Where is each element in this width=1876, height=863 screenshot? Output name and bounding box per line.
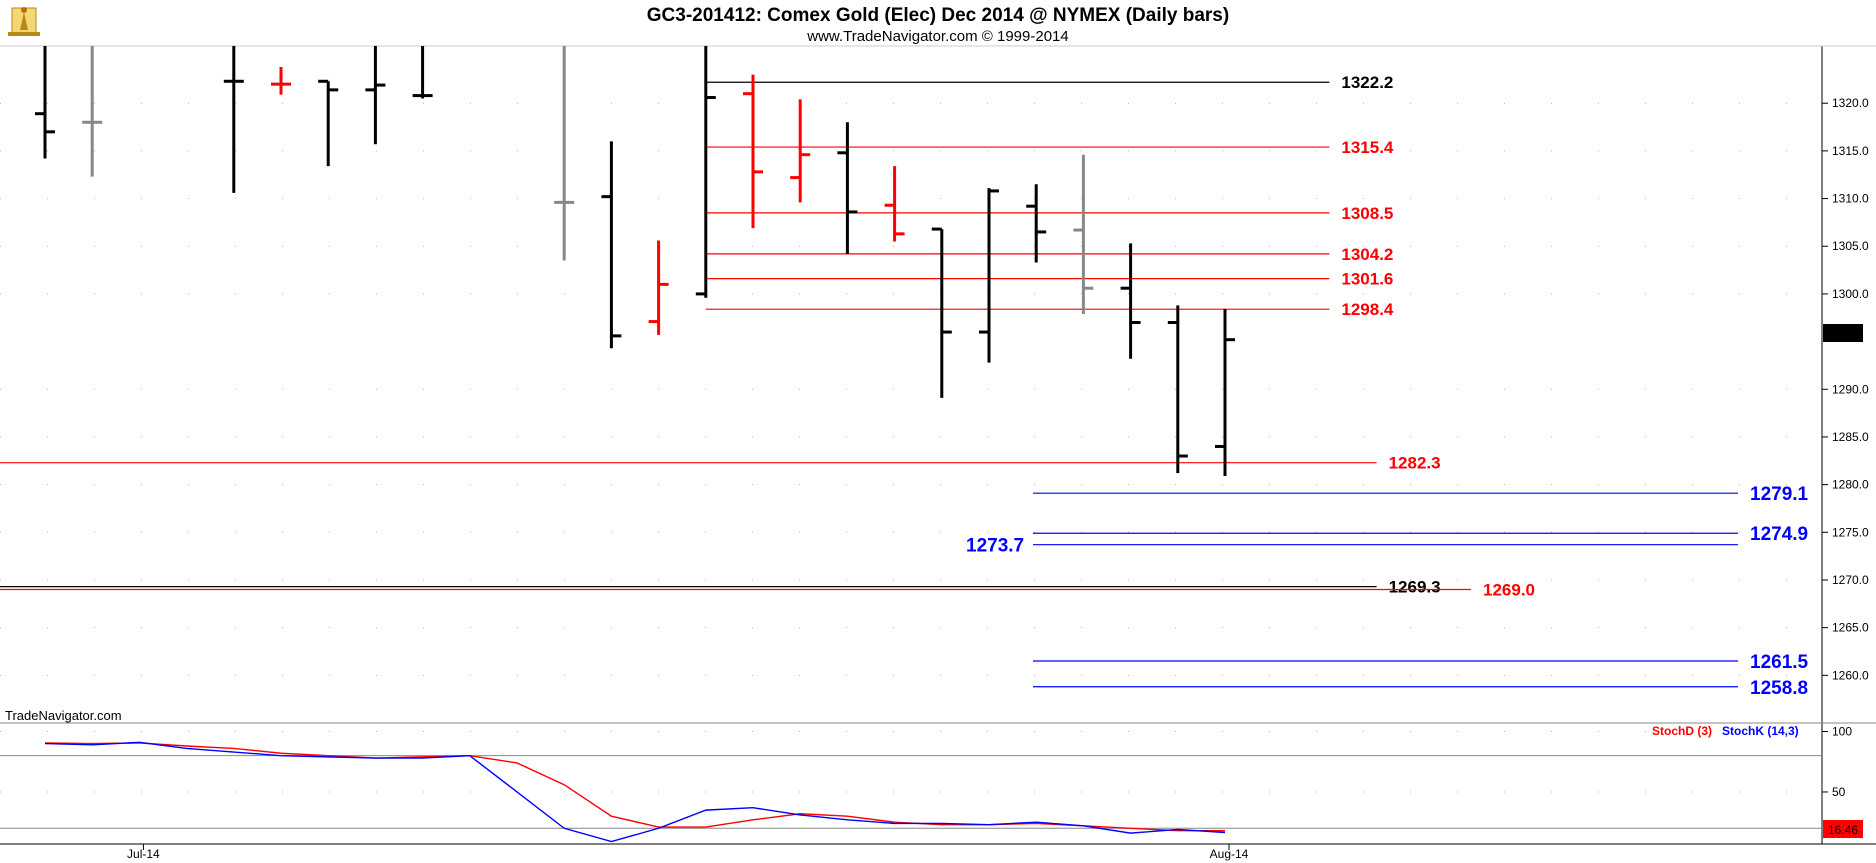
level-label: 1301.6	[1341, 270, 1393, 289]
stoch-tick-label: 100	[1832, 724, 1852, 738]
price-tick-label: 1290.0	[1832, 382, 1869, 396]
target-label: 1279.1	[1750, 484, 1809, 505]
price-tick-label: 1285.0	[1832, 430, 1869, 444]
target-label: 1274.9	[1750, 524, 1808, 545]
last-price-box	[1823, 324, 1863, 342]
stochastic-pane: 100 50	[0, 724, 1852, 843]
ohlc-bar	[1026, 184, 1047, 263]
level-label: 1322.2	[1341, 73, 1393, 92]
ohlc-bar	[271, 66, 291, 95]
ohlc-bar	[365, 46, 386, 145]
price-tick-label: 1275.0	[1832, 525, 1869, 539]
price-tick-label: 1315.0	[1832, 144, 1869, 158]
ohlc-bar	[790, 99, 811, 203]
level-label: 1315.4	[1341, 138, 1394, 157]
ohlc-bar	[1120, 243, 1141, 359]
stoch-series-line	[44, 742, 1225, 832]
time-tick-label: Jul-14	[127, 847, 160, 861]
ohlc-bar	[82, 46, 103, 177]
ohlc-bar	[1073, 154, 1094, 314]
price-tick-label: 1305.0	[1832, 239, 1869, 253]
price-tick-label: 1300.0	[1832, 287, 1869, 301]
chart-title: GC3-201412: Comex Gold (Elec) Dec 2014 @…	[647, 5, 1229, 26]
level-label: 1304.2	[1341, 245, 1393, 264]
ohlc-bar	[979, 188, 999, 363]
price-axis-ticks: 1320.0 1315.0 1310.0 1305.0 1300.0 1290.0 1285…	[1822, 96, 1869, 682]
ohlc-bar	[743, 74, 763, 229]
ohlc-bar	[35, 46, 55, 159]
ohlc-bar	[884, 166, 905, 242]
target-label: 1261.5	[1750, 652, 1809, 673]
chart-subtitle: www.TradeNavigator.com © 1999-2014	[806, 28, 1068, 45]
price-tick-label: 1260.0	[1832, 668, 1869, 682]
legend-stochk: StochK (14,3)	[1722, 724, 1799, 738]
last-stoch-label: 16.46	[1828, 823, 1858, 837]
level-label: 1269.3	[1389, 578, 1441, 597]
ohlc-bar	[601, 141, 622, 349]
ohlc-bars	[35, 46, 1235, 477]
ohlc-bar	[695, 46, 716, 298]
ohlc-bar	[318, 79, 339, 167]
level-label: 1308.5	[1341, 204, 1393, 223]
price-tick-label: 1280.0	[1832, 478, 1869, 492]
ohlc-bar	[837, 122, 858, 254]
stoch-series-line	[44, 741, 1226, 843]
stoch-tick-label: 50	[1832, 785, 1846, 799]
lighthouse-logo-icon	[8, 7, 40, 36]
ohlc-bar	[931, 227, 952, 398]
ohlc-bar	[1167, 305, 1188, 474]
ohlc-bar	[1215, 309, 1235, 477]
legend-stochd: StochD (3)	[1652, 724, 1712, 738]
ohlc-bar	[412, 46, 433, 99]
last-stoch-box	[1823, 820, 1863, 838]
level-label: 1298.4	[1341, 300, 1394, 319]
ohlc-bar	[554, 46, 575, 261]
level-label: 1282.3	[1389, 454, 1441, 473]
level-label: 1269.0	[1483, 581, 1535, 600]
price-tick-label: 1320.0	[1832, 96, 1869, 110]
last-price-label: 1295.2	[1825, 327, 1862, 341]
price-tick-label: 1270.0	[1832, 573, 1869, 587]
time-tick-label: Aug-14	[1210, 847, 1249, 861]
price-tick-label: 1265.0	[1832, 621, 1869, 635]
ohlc-bar	[223, 46, 244, 193]
ohlc-bar	[648, 240, 669, 335]
watermark: TradeNavigator.com	[5, 708, 122, 723]
time-axis-ticks: Jul-14 Aug-14	[127, 844, 1249, 861]
target-label: 1258.8	[1750, 678, 1808, 699]
target-label: 1273.7	[966, 536, 1024, 557]
price-tick-label: 1310.0	[1832, 192, 1869, 206]
price-levels: 1322.2 1315.4 1308.5 1304.2 1301.6 1298.4 1282…	[0, 73, 1809, 699]
